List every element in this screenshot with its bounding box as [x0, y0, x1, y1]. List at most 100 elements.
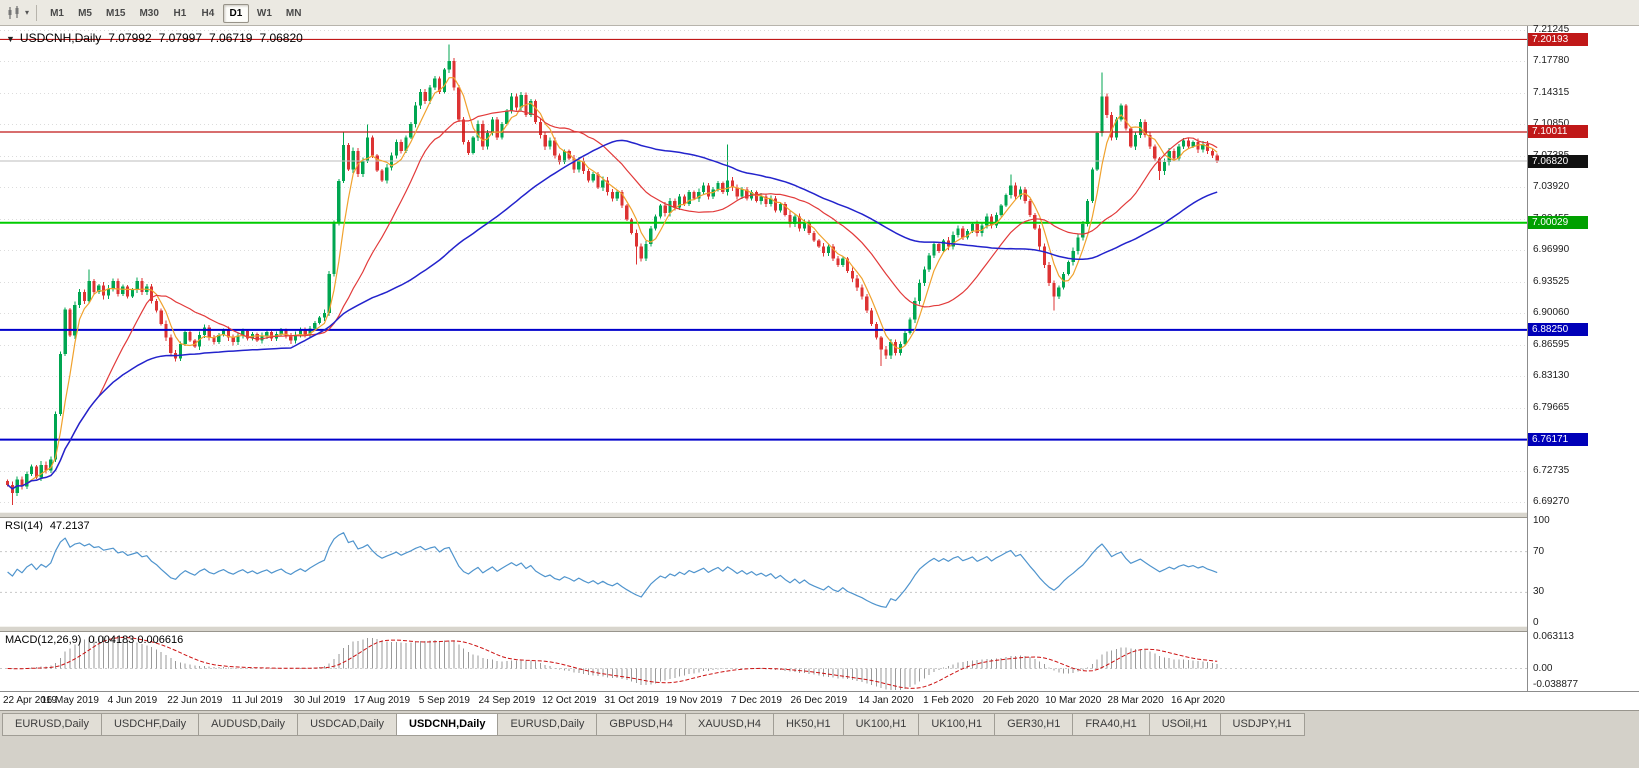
- timeframe-button-m15[interactable]: M15: [100, 4, 131, 23]
- timeframe-toolbar: ▾ M1 M5 M15 M30 H1 H4 D1 W1 MN: [0, 0, 1639, 26]
- macd-indicator-label: MACD(12,26,9) 0.004183 0.006616: [5, 634, 183, 646]
- date-label: 22 Jun 2019: [167, 695, 223, 706]
- price-badge: 6.88250: [1528, 323, 1588, 337]
- rsi-name: RSI(14): [5, 520, 43, 532]
- chart-tab-xauusd-h4[interactable]: XAUUSD,H4: [685, 713, 774, 736]
- chart-tab-fra40-h1[interactable]: FRA40,H1: [1073, 713, 1150, 736]
- price-tick-label: 7.17780: [1533, 55, 1570, 67]
- chart-tab-usdjpy-h1[interactable]: USDJPY,H1: [1220, 713, 1305, 736]
- ohlc-close: 7.06820: [259, 31, 303, 45]
- macd-axis-label: 0.00: [1533, 662, 1553, 674]
- date-label: 19 Nov 2019: [665, 695, 723, 706]
- chart-tab-usdcad-daily[interactable]: USDCAD,Daily: [298, 713, 398, 736]
- chart-tab-usdcnh-daily[interactable]: USDCNH,Daily: [397, 713, 499, 736]
- price-tick-label: 6.96990: [1533, 244, 1570, 256]
- pane-splitter[interactable]: [0, 626, 1639, 632]
- main-chart-pane[interactable]: [0, 28, 1527, 512]
- chart-type-icon[interactable]: [4, 3, 24, 22]
- date-label: 11 Jul 2019: [231, 695, 283, 706]
- timeframe-button-d1[interactable]: D1: [222, 3, 249, 23]
- rsi-axis-label: 70: [1533, 545, 1545, 557]
- chart-tab-bar: EURUSD,Daily USDCHF,Daily AUDUSD,Daily USDC…: [0, 710, 1639, 768]
- chart-tab-uk100-h1[interactable]: UK100,H1: [843, 713, 920, 736]
- chart-tab-audusd-daily[interactable]: AUDUSD,Daily: [199, 713, 299, 736]
- price-badge: 7.06820: [1528, 154, 1588, 168]
- date-label: 17 Aug 2019: [353, 695, 411, 706]
- ohlc-low: 7.06719: [209, 31, 253, 45]
- rsi-axis-label: 30: [1533, 586, 1545, 598]
- toolbar-separator: [36, 4, 38, 21]
- candlestick-chart-canvas[interactable]: [0, 28, 1527, 512]
- date-label: 28 Mar 2020: [1107, 695, 1164, 706]
- price-tick-label: 6.90060: [1533, 307, 1570, 319]
- candlestick-glyph: [8, 5, 19, 19]
- timeframe-button-h1[interactable]: H1: [167, 4, 193, 23]
- date-label: 10 Mar 2020: [1045, 695, 1102, 706]
- timeframe-button-mn[interactable]: MN: [280, 4, 308, 23]
- macd-value: 0.004183 0.006616: [88, 634, 184, 646]
- rsi-indicator-label: RSI(14) 47.2137: [5, 520, 90, 532]
- price-tick-label: 6.93525: [1533, 275, 1570, 287]
- chart-tab-eurusd-daily[interactable]: EURUSD,Daily: [2, 713, 102, 736]
- date-label: 26 Dec 2019: [790, 695, 848, 706]
- date-label: 14 Jan 2020: [858, 695, 914, 706]
- pane-splitter[interactable]: [0, 512, 1639, 518]
- date-label: 16 Apr 2020: [1171, 695, 1225, 706]
- chevron-down-icon[interactable]: ▾: [25, 8, 30, 17]
- ohlc-open: 7.07992: [108, 31, 152, 45]
- timeframe-button-m5[interactable]: M5: [72, 4, 98, 23]
- price-tick-label: 6.69270: [1533, 496, 1570, 508]
- chart-tab-gbpusd-h4[interactable]: GBPUSD,H4: [597, 713, 686, 736]
- date-label: 22 Apr 2019: [3, 695, 57, 706]
- collapse-chart-icon[interactable]: ▼: [6, 34, 15, 44]
- ohlc-high: 7.07997: [158, 31, 203, 45]
- chart-tab-hk50-h1[interactable]: HK50,H1: [773, 713, 844, 736]
- chart-tab-uk100-h1[interactable]: UK100,H1: [919, 713, 996, 736]
- date-label: 12 Oct 2019: [541, 695, 597, 706]
- rsi-axis-label: 0: [1533, 617, 1539, 628]
- date-label: 5 Sep 2019: [418, 695, 470, 706]
- macd-axis-label: 0.063113: [1533, 631, 1574, 642]
- timeframe-button-m30[interactable]: M30: [133, 4, 164, 23]
- price-tick-label: 6.79665: [1533, 401, 1570, 413]
- price-tick-label: 6.83130: [1533, 370, 1570, 382]
- price-tick-label: 6.72735: [1533, 464, 1570, 476]
- date-label: 20 Feb 2020: [982, 695, 1039, 706]
- date-label: 31 Oct 2019: [604, 695, 659, 706]
- price-tick-label: 6.86595: [1533, 338, 1570, 350]
- price-tick-label: 7.10850: [1533, 118, 1570, 130]
- symbol-period-label: USDCNH,Daily: [19, 31, 102, 45]
- date-label: 1 Feb 2020: [923, 695, 974, 706]
- price-tick-label: 7.03920: [1533, 181, 1570, 193]
- price-badge: 7.00029: [1528, 216, 1588, 230]
- date-label: 30 Jul 2019: [293, 695, 346, 706]
- date-axis[interactable]: 22 Apr 2019 16 May 2019 4 Jun 2019 22 Jun 2…: [0, 691, 1639, 710]
- chart-tab-eurusd-daily[interactable]: EURUSD,Daily: [498, 713, 598, 736]
- rsi-value: 47.2137: [49, 520, 90, 532]
- date-label: 16 May 2019: [41, 695, 99, 706]
- macd-pane[interactable]: [0, 632, 1527, 691]
- price-badge: 7.10011: [1528, 125, 1588, 139]
- price-badge: 7.20193: [1528, 32, 1588, 46]
- rsi-pane[interactable]: [0, 518, 1527, 626]
- price-axis[interactable]: 7.212457.177807.143157.108507.073857.039…: [1527, 24, 1639, 691]
- timeframe-button-w1[interactable]: W1: [251, 4, 278, 23]
- macd-chart-canvas[interactable]: [0, 632, 1527, 691]
- timeframe-button-h4[interactable]: H4: [195, 4, 221, 23]
- rsi-chart-canvas[interactable]: [0, 518, 1527, 626]
- rsi-axis-label: 100: [1533, 515, 1550, 526]
- date-label: 4 Jun 2019: [107, 695, 158, 706]
- timeframe-button-m1[interactable]: M1: [44, 4, 70, 23]
- price-tick-label: 7.14315: [1533, 86, 1570, 98]
- macd-name: MACD(12,26,9): [5, 634, 82, 646]
- date-label: 24 Sep 2019: [478, 695, 536, 706]
- price-badge: 6.76171: [1528, 433, 1588, 447]
- date-label: 7 Dec 2019: [730, 695, 782, 706]
- macd-axis-label: -0.038877: [1533, 679, 1579, 690]
- chart-title: ▼ USDCNH,Daily 7.07992 7.07997 7.06719 7.0682…: [6, 31, 303, 45]
- chart-tab-usdchf-daily[interactable]: USDCHF,Daily: [101, 713, 200, 736]
- chart-tab-ger30-h1[interactable]: GER30,H1: [995, 713, 1074, 736]
- chart-tab-usoil-h1[interactable]: USOil,H1: [1149, 713, 1221, 736]
- timeframe-group: M1 M5 M15 M30 H1 H4 D1 W1 MN: [43, 3, 308, 23]
